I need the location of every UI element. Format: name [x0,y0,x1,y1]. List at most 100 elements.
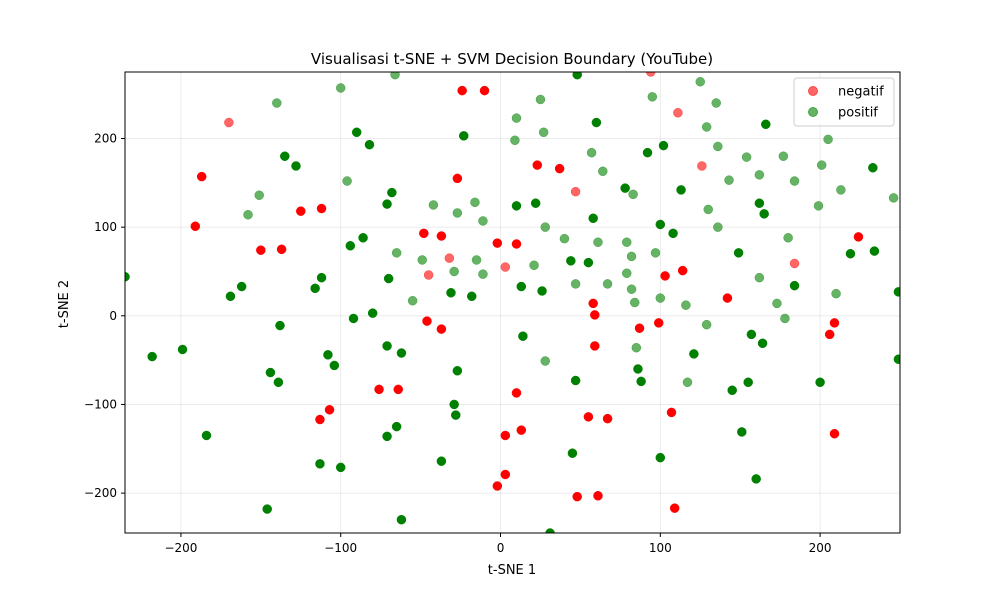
data-point-positif [540,356,551,366]
y-tick-label: 200 [94,131,117,145]
data-point-positif [602,279,613,289]
data-point-positif [650,248,661,258]
data-point-positif [655,293,666,303]
plot-area [125,72,900,533]
data-point-positif [467,291,477,302]
data-point-positif [428,200,439,210]
data-point-positif [387,187,397,198]
data-point-positif [586,147,597,158]
data-point-positif [342,176,352,186]
data-point-negatif [457,85,467,96]
axis-ticks: −200 −100 0 100 200 −200 −100 0 100 200 [84,131,832,555]
data-point-positif [478,269,488,279]
data-point-negatif [516,425,527,435]
data-point-positif [530,198,541,208]
data-point-negatif [276,244,287,255]
data-point-positif [310,283,320,294]
data-point-positif [733,248,744,258]
data-point-positif [682,377,693,388]
data-point-negatif [645,72,656,77]
data-point-negatif [666,407,677,418]
data-point-positif [741,152,752,162]
data-point-negatif [697,161,707,171]
data-point-positif [815,377,825,388]
x-tick-label: −100 [324,541,357,555]
data-point-positif [655,452,666,463]
data-point-positif [869,246,880,256]
data-point-positif [125,272,130,282]
data-point-positif [622,237,632,247]
data-point-negatif [224,117,234,128]
data-point-positif [676,185,686,195]
data-point-negatif [583,412,594,422]
data-point-negatif [190,221,201,232]
data-point-positif [703,204,713,215]
data-point-positif [529,260,539,271]
data-point-positif [711,98,721,108]
data-point-negatif [593,491,603,501]
data-point-negatif [436,324,447,334]
data-point-positif [364,139,375,150]
data-point-positif [583,257,594,268]
data-point-positif [845,248,856,259]
data-point-positif [628,189,638,200]
data-point-negatif [422,316,432,326]
data-point-positif [593,237,603,247]
data-point-positif [572,72,582,80]
y-axis-label: t-SNE 2 [57,280,72,328]
data-point-positif [893,354,900,364]
data-point-positif [754,198,765,208]
data-point-positif [836,185,846,195]
data-point-positif [459,131,469,141]
data-point-positif [559,233,570,244]
data-point-positif [591,117,602,128]
data-point-negatif [374,384,384,395]
data-point-negatif [634,323,645,333]
data-point-negatif [660,271,670,281]
data-point-negatif [315,414,325,425]
data-point-positif [470,197,480,208]
data-point-positif [236,281,247,292]
data-point-positif [452,366,463,376]
data-point-positif [471,255,482,265]
data-point-positif [452,208,463,218]
data-point-negatif [590,341,600,351]
data-point-positif [778,151,789,161]
data-point-negatif [500,469,511,480]
data-point-negatif [196,171,207,182]
data-point-negatif [393,384,403,395]
data-point-positif [689,349,699,359]
data-point-positif [147,351,157,362]
data-point-positif [566,256,576,266]
data-point-positif [382,341,392,351]
data-point-negatif [590,310,600,320]
data-point-negatif [829,318,840,328]
data-point-negatif [554,163,565,174]
data-point-positif [348,313,359,324]
data-point-positif [316,272,327,283]
data-point-negatif [532,160,543,170]
data-point-negatif [824,329,835,340]
data-point-negatif [570,186,581,197]
axes-frame [124,71,901,534]
data-point-negatif [572,491,582,502]
data-point-positif [280,151,290,161]
data-point-positif [629,297,640,308]
chart-title: Visualisasi t-SNE + SVM Decision Boundar… [311,50,713,68]
data-point-positif [633,364,643,374]
data-point-negatif [653,318,664,328]
data-point-positif [789,280,800,291]
data-point-positif [570,279,581,289]
data-point-positif [478,216,488,226]
data-point-positif [511,201,522,211]
data-point-positif [345,241,356,251]
data-point-positif [407,295,418,306]
data-point-positif [888,193,899,203]
data-point-positif [275,320,285,331]
data-point-positif [588,213,598,224]
data-point-positif [783,233,793,243]
data-point-positif [510,135,520,146]
data-point-negatif [853,232,864,242]
data-point-positif [516,281,527,292]
